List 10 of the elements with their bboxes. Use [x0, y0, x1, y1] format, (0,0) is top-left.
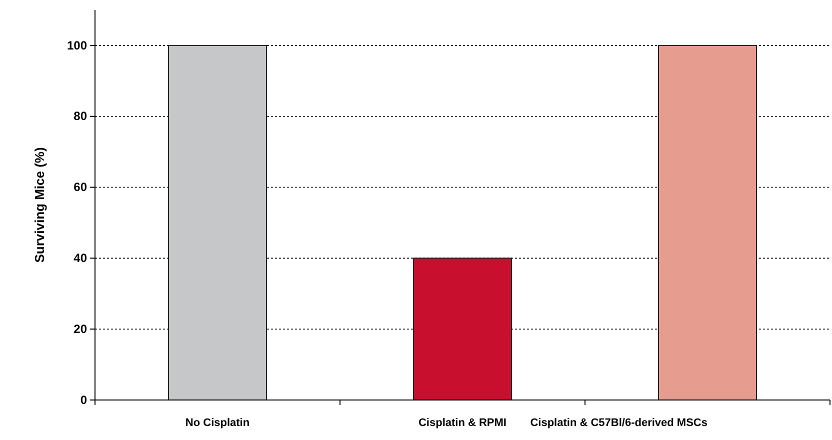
y-tick-label: 40	[74, 251, 88, 266]
y-tick-label: 60	[74, 180, 88, 194]
x-tick-label: No Cisplatin	[185, 417, 250, 429]
y-axis-title: Surviving Mice (%)	[32, 147, 47, 263]
y-tick-label: 100	[66, 38, 88, 52]
x-tick-label: Cisplatin & C57Bl/6-derived MSCs	[530, 417, 708, 429]
y-tick-label: 20	[74, 322, 88, 336]
x-tick-label: Cisplatin & RPMI	[418, 417, 507, 429]
y-tick-label: 0	[80, 392, 88, 407]
y-tick-label: 80	[74, 109, 88, 124]
